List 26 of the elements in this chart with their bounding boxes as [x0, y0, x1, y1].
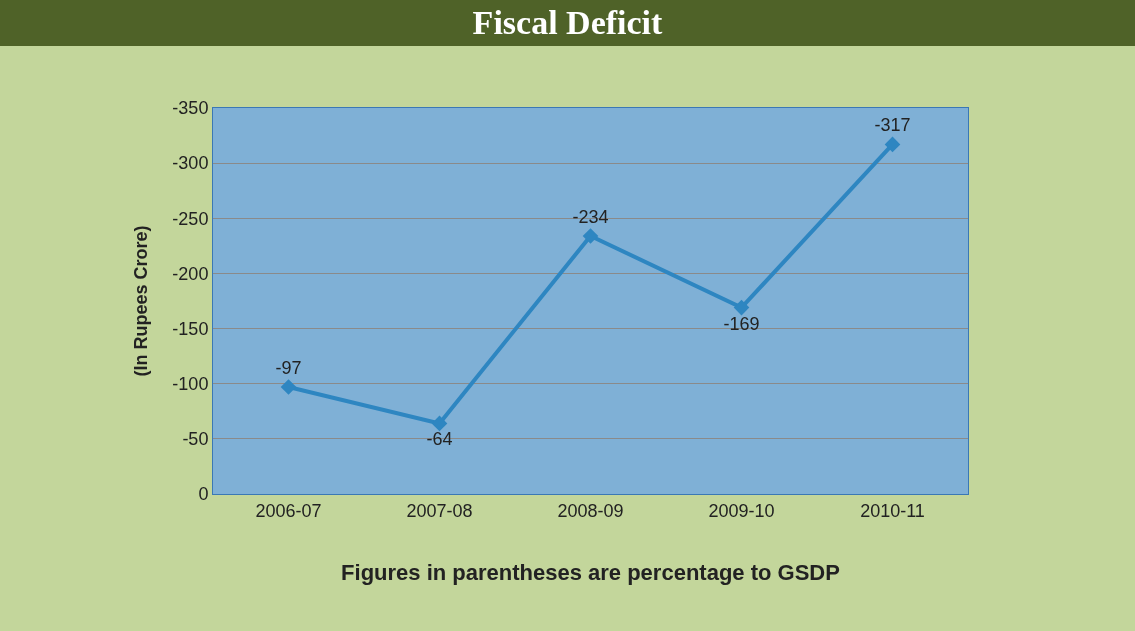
- y-axis-title: (In Rupees Crore): [130, 225, 151, 377]
- x-axis-title: Figures in parentheses are percentage to GSDP: [341, 560, 840, 586]
- data-label: -169: [723, 313, 760, 334]
- y-tick-label: -150: [172, 318, 209, 339]
- chart-title: Fiscal Deficit: [0, 0, 1135, 46]
- x-tick-label: 2009-10: [708, 500, 775, 521]
- x-tick-label: 2006-07: [255, 500, 322, 521]
- y-tick-label: -100: [172, 374, 209, 395]
- x-tick-label: 2007-08: [406, 500, 473, 521]
- point: [280, 379, 297, 395]
- x-tick-label: 2010-11: [860, 500, 925, 521]
- point: [733, 299, 750, 316]
- data-label: -97: [275, 358, 302, 379]
- y-tick-label: -350: [172, 98, 209, 119]
- y-tick-label: -300: [172, 153, 209, 174]
- point: [884, 136, 901, 153]
- point: [582, 228, 599, 244]
- data-label: -317: [874, 115, 911, 136]
- data-label: -64: [426, 429, 453, 450]
- y-tick-label: -250: [172, 208, 209, 229]
- y-tick-label: -50: [182, 429, 209, 450]
- y-tick-label: -200: [172, 263, 209, 284]
- data-label: -234: [572, 206, 609, 227]
- y-tick-label: 0: [198, 484, 209, 505]
- point: [431, 415, 448, 432]
- x-tick-label: 2008-09: [557, 500, 624, 521]
